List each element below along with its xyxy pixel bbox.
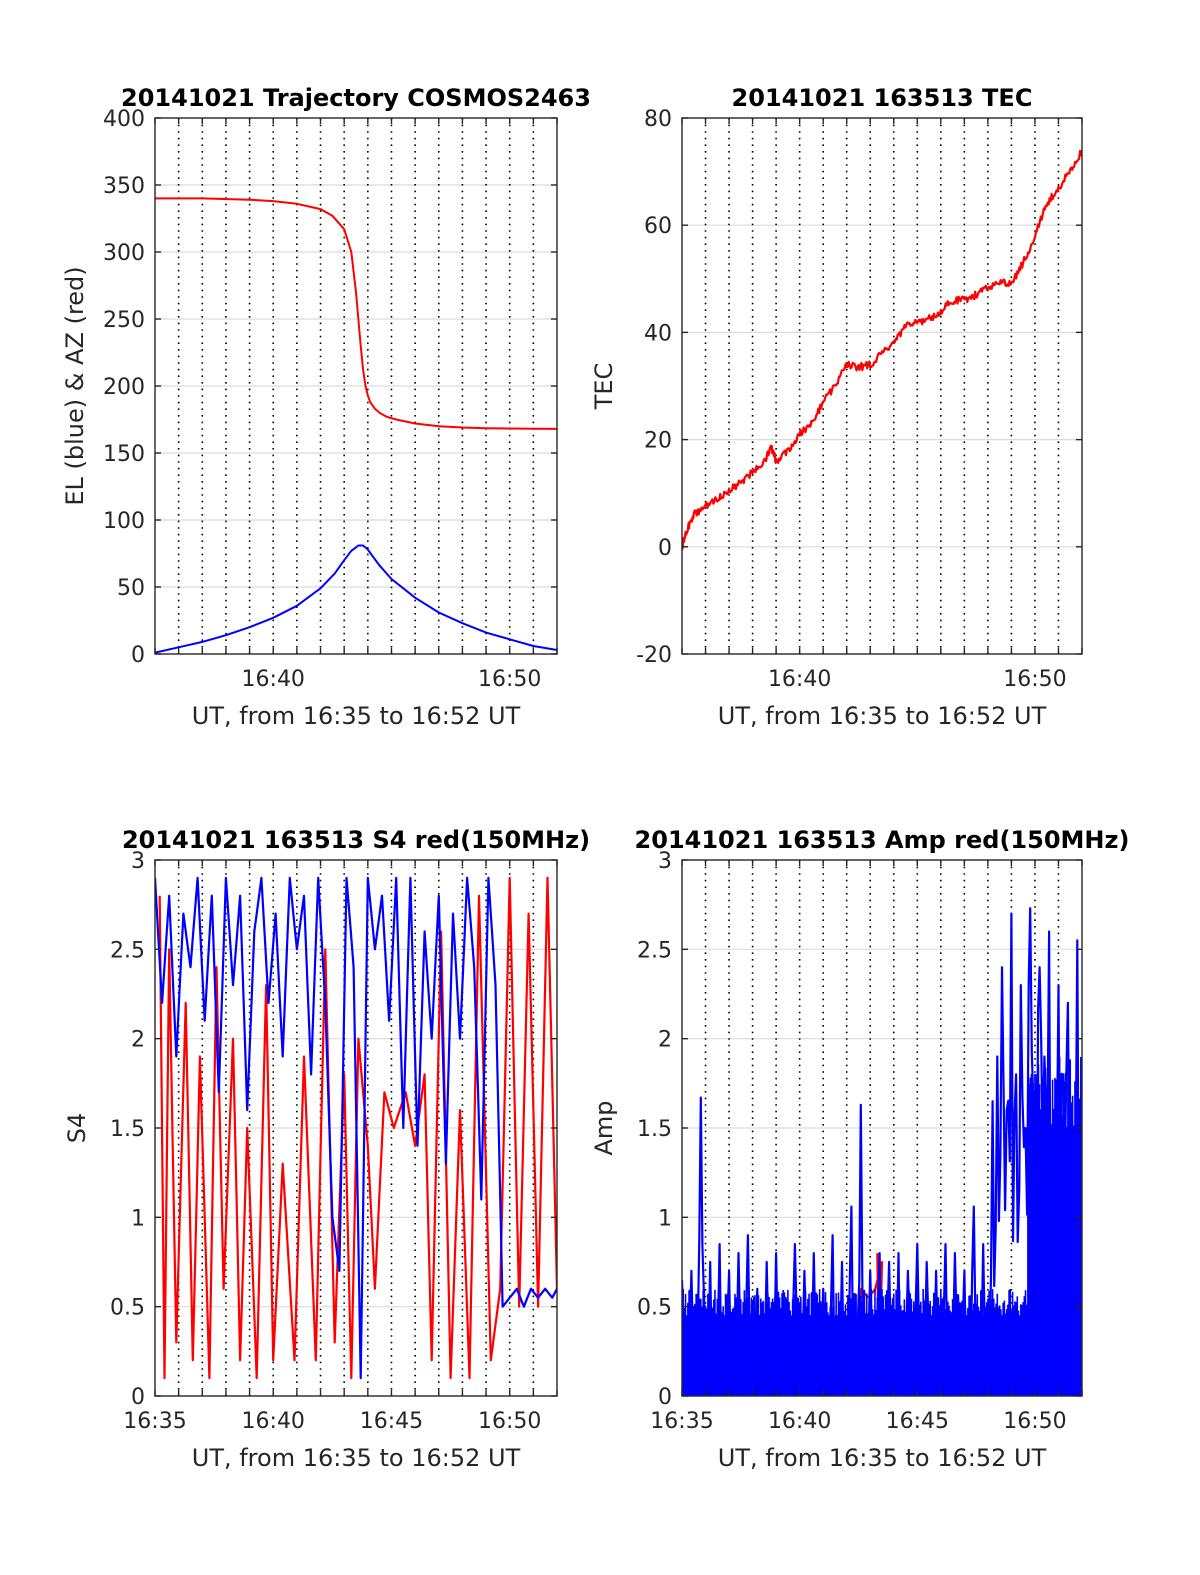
s4-y-tick-label: 0 <box>131 1385 145 1410</box>
amp-series-group <box>682 907 1082 1396</box>
tec-plot-area <box>682 118 1082 654</box>
s4-series-group <box>155 876 557 1380</box>
trajectory-y-tick-label: 350 <box>103 174 145 199</box>
tec-y-tick-label: 60 <box>644 214 672 239</box>
amp-y-axis-label: Amp <box>590 1100 618 1155</box>
s4-x-tick-label: 16:35 <box>123 1409 186 1434</box>
s4-y-axis-label: S4 <box>63 1113 91 1144</box>
s4-series-line-0 <box>158 876 557 1380</box>
s4-series-line-1 <box>155 876 557 1380</box>
trajectory-panel: 0 50 100 150 200 250 300 350 400 16:40 16:50 201410… <box>61 84 591 730</box>
s4-y-tick-label: 1 <box>131 1206 145 1231</box>
trajectory-x-tick-label: 16:50 <box>478 667 541 692</box>
tec-y-tick-label: 0 <box>658 536 672 561</box>
trajectory-y-tick-label: 300 <box>103 241 145 266</box>
s4-y-tick-label: 0.5 <box>110 1296 145 1321</box>
amp-x-axis-label: UT, from 16:35 to 16:52 UT <box>718 1444 1047 1472</box>
amp-x-tick-label: 16:35 <box>650 1409 713 1434</box>
trajectory-series-line-0 <box>155 197 557 430</box>
amp-y-tick-label: 3 <box>658 849 672 874</box>
s4-panel: 0 0.5 1 1.5 2 2.5 3 16:35 16:40 16:45 16:50 2014102… <box>63 826 590 1472</box>
s4-y-tick-label: 2.5 <box>110 938 145 963</box>
amp-x-tick-label: 16:40 <box>768 1409 831 1434</box>
tec-axes-box <box>681 117 1083 655</box>
trajectory-x-tick-label: 16:40 <box>242 667 305 692</box>
tec-y-tick-label: 20 <box>644 429 672 454</box>
tec-y-tick-label: 40 <box>644 321 672 346</box>
trajectory-y-tick-label: 400 <box>103 107 145 132</box>
tec-title: 20141021 163513 TEC <box>732 84 1033 112</box>
s4-x-tick-label: 16:40 <box>242 1409 305 1434</box>
amp-y-tick-label: 0 <box>658 1385 672 1410</box>
tec-y-axis-label: TEC <box>590 363 618 411</box>
amp-y-tick-label: 1 <box>658 1206 672 1231</box>
s4-x-tick-label: 16:45 <box>360 1409 423 1434</box>
trajectory-y-tick-label: 50 <box>117 576 145 601</box>
s4-y-tick-label: 1.5 <box>110 1117 145 1142</box>
amp-title: 20141021 163513 Amp red(150MHz) <box>635 826 1130 854</box>
amp-panel: 0 0.5 1 1.5 2 2.5 3 16:35 16:40 16:45 16:50 2014102… <box>590 826 1129 1472</box>
tec-y-tick-label: 80 <box>644 107 672 132</box>
s4-x-tick-label: 16:50 <box>478 1409 541 1434</box>
trajectory-y-tick-label: 250 <box>103 308 145 333</box>
tec-x-tick-label: 16:50 <box>1003 667 1066 692</box>
s4-title: 20141021 163513 S4 red(150MHz) <box>122 826 590 854</box>
tec-x-tick-label: 16:40 <box>768 667 831 692</box>
trajectory-y-axis-label: EL (blue) & AZ (red) <box>61 266 89 505</box>
trajectory-title: 20141021 Trajectory COSMOS2463 <box>121 84 591 112</box>
s4-y-tick-label: 2 <box>131 1028 145 1053</box>
amp-y-tick-label: 2 <box>658 1028 672 1053</box>
s4-x-axis-label: UT, from 16:35 to 16:52 UT <box>192 1444 521 1472</box>
trajectory-series-line-1 <box>155 544 557 654</box>
amp-y-tick-label: 2.5 <box>637 938 672 963</box>
trajectory-y-tick-label: 200 <box>103 375 145 400</box>
tec-series-group <box>682 149 1082 551</box>
trajectory-x-axis-label: UT, from 16:35 to 16:52 UT <box>192 702 521 730</box>
tec-y-tick-label: -20 <box>636 643 672 668</box>
amp-y-tick-label: 0.5 <box>637 1296 672 1321</box>
amp-x-tick-label: 16:45 <box>886 1409 949 1434</box>
trajectory-series-group <box>155 197 557 654</box>
amp-noise-band <box>682 1056 1082 1396</box>
tec-x-axis-label: UT, from 16:35 to 16:52 UT <box>718 702 1047 730</box>
tec-series-line-0 <box>682 149 1082 551</box>
trajectory-y-tick-label: 0 <box>131 643 145 668</box>
amp-y-tick-label: 1.5 <box>637 1117 672 1142</box>
amp-x-tick-label: 16:50 <box>1003 1409 1066 1434</box>
trajectory-y-tick-label: 100 <box>103 509 145 534</box>
trajectory-y-tick-label: 150 <box>103 442 145 467</box>
s4-y-tick-label: 3 <box>131 849 145 874</box>
tec-panel: -20 0 20 40 60 80 16:40 16:50 20141021 163513 TE… <box>590 84 1083 730</box>
